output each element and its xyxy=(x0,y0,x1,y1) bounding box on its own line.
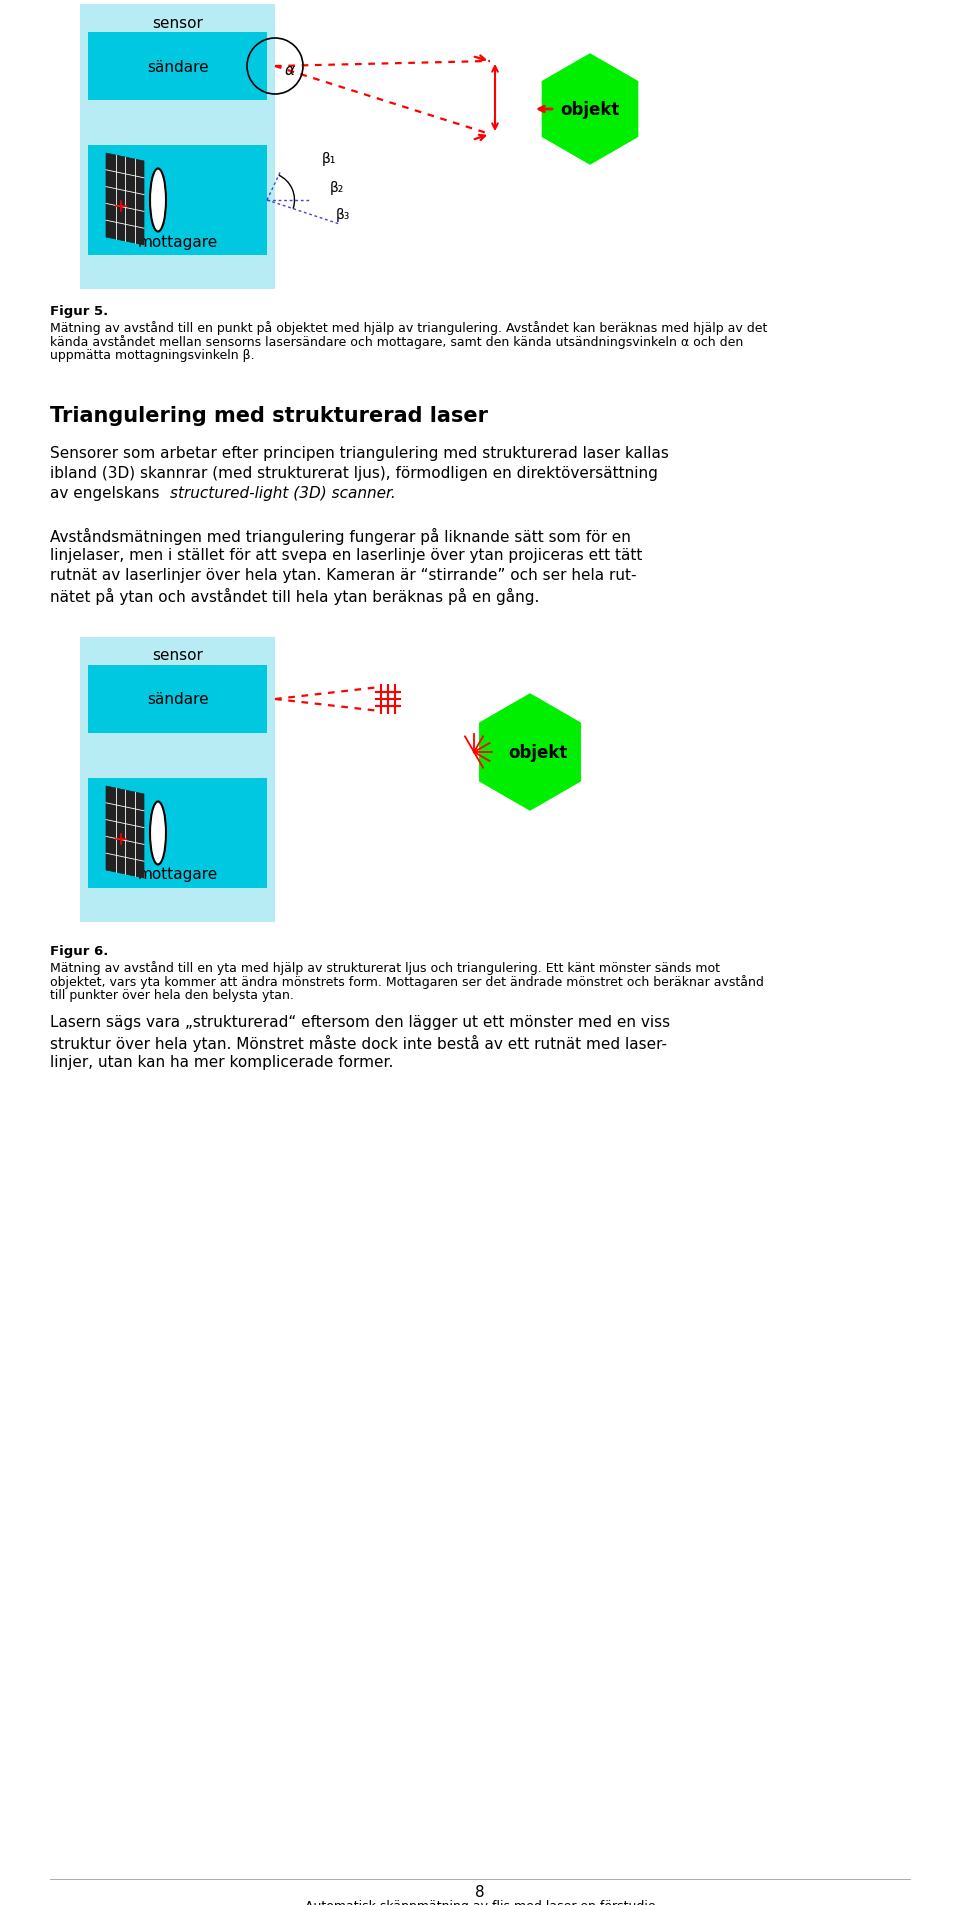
Text: 8: 8 xyxy=(475,1884,485,1899)
Text: objektet, vars yta kommer att ändra mönstrets form. Mottagaren ser det ändrade m: objektet, vars yta kommer att ändra möns… xyxy=(50,975,764,989)
Text: α: α xyxy=(285,63,295,78)
FancyBboxPatch shape xyxy=(80,6,275,290)
FancyBboxPatch shape xyxy=(88,665,267,733)
Text: β₂: β₂ xyxy=(330,181,345,194)
Text: Mätning av avstånd till en punkt på objektet med hjälp av triangulering. Avstånd: Mätning av avstånd till en punkt på obje… xyxy=(50,320,767,335)
Text: β₃: β₃ xyxy=(336,208,350,221)
Text: Lasern sägs vara „strukturerad“ eftersom den lägger ut ett mönster med en viss: Lasern sägs vara „strukturerad“ eftersom… xyxy=(50,1015,670,1029)
Text: struktur över hela ytan. Mönstret måste dock inte bestå av ett rutnät med laser-: struktur över hela ytan. Mönstret måste … xyxy=(50,1034,667,1052)
Text: objekt: objekt xyxy=(561,101,620,118)
Text: nätet på ytan och avståndet till hela ytan beräknas på en gång.: nätet på ytan och avståndet till hela yt… xyxy=(50,587,540,604)
Text: Triangulering med strukturerad laser: Triangulering med strukturerad laser xyxy=(50,406,488,427)
Text: sensor: sensor xyxy=(152,15,203,30)
Text: linjelaser, men i stället för att svepa en laserlinje över ytan projiceras ett t: linjelaser, men i stället för att svepa … xyxy=(50,549,642,562)
Text: structured-light (3D) scanner.: structured-light (3D) scanner. xyxy=(170,486,396,501)
Text: uppmätta mottagningsvinkeln β.: uppmätta mottagningsvinkeln β. xyxy=(50,349,254,362)
Text: sensor: sensor xyxy=(152,648,203,663)
FancyBboxPatch shape xyxy=(80,638,275,922)
Text: β₁: β₁ xyxy=(322,150,336,166)
Text: mottagare: mottagare xyxy=(137,234,218,250)
FancyBboxPatch shape xyxy=(88,779,267,888)
Text: till punkter över hela den belysta ytan.: till punkter över hela den belysta ytan. xyxy=(50,989,294,1002)
Text: linjer, utan kan ha mer komplicerade former.: linjer, utan kan ha mer komplicerade for… xyxy=(50,1055,394,1069)
Text: Sensorer som arbetar efter principen triangulering med strukturerad laser kallas: Sensorer som arbetar efter principen tri… xyxy=(50,446,669,461)
Text: rutnät av laserlinjer över hela ytan. Kameran är “stirrande” och ser hela rut-: rutnät av laserlinjer över hela ytan. Ka… xyxy=(50,568,636,583)
Text: sändare: sändare xyxy=(147,692,208,707)
Text: mottagare: mottagare xyxy=(137,867,218,882)
Ellipse shape xyxy=(150,170,166,232)
Text: av engelskans: av engelskans xyxy=(50,486,164,501)
FancyBboxPatch shape xyxy=(88,32,267,101)
Text: Automatisk skäppmätning av flis med laser-en förstudie: Automatisk skäppmätning av flis med lase… xyxy=(304,1899,656,1905)
Text: kända avståndet mellan sensorns lasersändare och mottagare, samt den kända utsän: kända avståndet mellan sensorns lasersän… xyxy=(50,335,743,349)
Text: sändare: sändare xyxy=(147,59,208,74)
Ellipse shape xyxy=(150,802,166,865)
Text: ibland (3D) skannrar (med strukturerat ljus), förmodligen en direktöversättning: ibland (3D) skannrar (med strukturerat l… xyxy=(50,465,658,480)
Text: Figur 6.: Figur 6. xyxy=(50,945,108,958)
Text: Mätning av avstånd till en yta med hjälp av strukturerat ljus och triangulering.: Mätning av avstånd till en yta med hjälp… xyxy=(50,960,720,975)
Polygon shape xyxy=(106,154,144,246)
Polygon shape xyxy=(106,787,144,878)
FancyBboxPatch shape xyxy=(88,147,267,255)
Polygon shape xyxy=(480,695,580,810)
Polygon shape xyxy=(542,55,637,166)
Text: Figur 5.: Figur 5. xyxy=(50,305,108,318)
Text: Avståndsmätningen med triangulering fungerar på liknande sätt som för en: Avståndsmätningen med triangulering fung… xyxy=(50,528,631,545)
Text: objekt: objekt xyxy=(508,743,567,762)
